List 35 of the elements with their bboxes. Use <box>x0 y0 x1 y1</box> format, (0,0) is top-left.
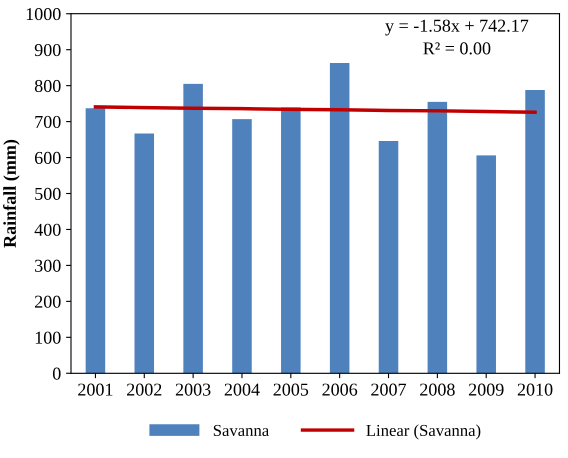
bar <box>134 133 154 374</box>
y-tick-label: 700 <box>35 116 61 128</box>
y-tick-label: 600 <box>34 152 61 164</box>
bar <box>378 141 398 374</box>
y-tick-label: 1000 <box>26 8 61 20</box>
bar <box>428 102 448 374</box>
y-axis-title: Rainfall (mm) <box>3 140 20 248</box>
bar <box>525 90 545 374</box>
annotation: y = -1.58x + 742.17 R² = 0.00 <box>385 20 528 55</box>
bar <box>86 108 106 374</box>
y-tick-label: 500 <box>35 188 61 200</box>
bar <box>476 155 496 374</box>
legend-label: Linear (Savanna) <box>366 424 480 440</box>
bar <box>281 107 301 374</box>
x-tick-label: 2003 <box>176 384 210 396</box>
y-tick-label: 300 <box>35 260 61 272</box>
y-tick-label: 100 <box>36 332 61 344</box>
y-tick-label: 800 <box>34 80 61 92</box>
bar <box>183 84 203 374</box>
legend-label: Savanna <box>214 424 269 436</box>
x-tick-label: 2001 <box>78 384 112 396</box>
x-tick-label: 2002 <box>127 384 162 396</box>
x-tick-label: 2007 <box>371 384 406 396</box>
x-tick-label: 2009 <box>468 384 504 396</box>
x-tick-label: 2004 <box>224 384 260 396</box>
y-tick-label: 400 <box>34 224 61 236</box>
x-tick-label: 2005 <box>274 384 308 396</box>
bar <box>232 119 252 374</box>
bar <box>330 62 350 374</box>
x-tick-label: 2010 <box>518 384 552 396</box>
y-tick-label: 900 <box>34 44 61 56</box>
y-tick-label: 200 <box>34 296 61 308</box>
y-tick-label: 0 <box>52 368 61 380</box>
x-tick-label: 2006 <box>322 384 358 396</box>
x-tick-label: 2008 <box>420 384 455 396</box>
